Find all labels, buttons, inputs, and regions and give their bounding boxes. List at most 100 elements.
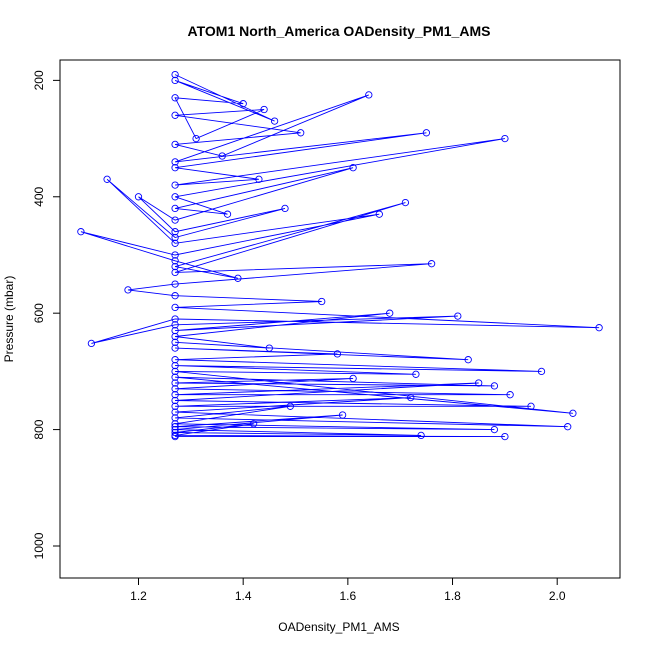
data-point xyxy=(501,134,509,143)
data-point xyxy=(171,70,179,79)
data-point xyxy=(475,379,483,387)
data-point xyxy=(171,303,179,312)
data-point xyxy=(537,367,546,376)
data-point xyxy=(386,309,394,317)
data-point xyxy=(171,216,179,224)
data-point xyxy=(171,111,179,119)
data-point xyxy=(454,312,462,320)
data-point xyxy=(365,91,373,99)
chart-title: ATOM1 North_America OADensity_PM1_AMS xyxy=(188,23,491,39)
data-point xyxy=(427,260,436,268)
y-axis: 200 400 600 800 1000 xyxy=(32,70,60,559)
data-point xyxy=(171,420,179,428)
data-point xyxy=(349,164,357,172)
data-point xyxy=(255,175,263,183)
y-tick-label: 400 xyxy=(32,186,46,206)
data-point xyxy=(171,332,179,341)
y-tick-label: 600 xyxy=(32,303,46,323)
data-point xyxy=(270,117,279,125)
data-point xyxy=(349,374,357,383)
data-point xyxy=(171,262,179,271)
data-point xyxy=(171,414,179,422)
data-point xyxy=(171,432,179,441)
data-point xyxy=(171,385,179,393)
data-point xyxy=(407,393,415,402)
data-point xyxy=(171,193,179,201)
data-point xyxy=(333,350,342,358)
x-tick-label: 1.2 xyxy=(130,589,147,603)
data-point xyxy=(171,292,179,300)
data-point xyxy=(569,409,577,417)
data-point xyxy=(171,140,179,149)
data-point xyxy=(171,344,179,352)
data-point xyxy=(218,152,226,160)
data-point xyxy=(490,382,499,390)
data-point xyxy=(124,286,132,294)
data-point xyxy=(464,356,472,364)
data-point xyxy=(171,280,179,288)
x-tick-label: 1.4 xyxy=(235,589,252,603)
data-point xyxy=(192,134,200,143)
data-point xyxy=(501,432,509,441)
series-line xyxy=(80,74,600,438)
x-axis: 1.2 1.4 1.6 1.8 2.0 xyxy=(130,578,566,603)
data-point xyxy=(171,321,179,329)
data-point xyxy=(412,370,420,378)
data-point xyxy=(297,129,305,137)
data-point xyxy=(249,420,258,428)
data-point xyxy=(171,402,179,410)
data-point xyxy=(171,251,179,259)
data-point xyxy=(171,425,179,434)
data-point xyxy=(171,257,179,265)
data-point xyxy=(260,105,268,114)
plot-frame xyxy=(59,59,621,579)
data-point xyxy=(171,379,179,387)
data-point xyxy=(506,391,514,399)
data-point xyxy=(171,268,179,277)
data-point xyxy=(171,76,179,85)
data-point xyxy=(265,344,273,352)
series-lines xyxy=(80,74,600,438)
data-point xyxy=(171,396,179,405)
data-point xyxy=(171,181,179,189)
data-point xyxy=(564,423,572,431)
data-point xyxy=(527,402,535,410)
data-point xyxy=(595,324,603,332)
y-tick-label: 200 xyxy=(32,70,46,90)
data-point xyxy=(134,193,143,201)
data-point xyxy=(223,210,232,218)
data-point xyxy=(171,391,179,399)
data-point xyxy=(171,239,179,247)
data-point xyxy=(490,425,499,434)
data-point xyxy=(171,408,179,416)
data-point xyxy=(286,402,294,410)
series-points xyxy=(77,70,603,441)
data-point xyxy=(234,274,242,282)
data-point xyxy=(77,228,85,236)
y-tick-label: 800 xyxy=(32,419,46,439)
data-point xyxy=(171,373,179,381)
y-tick-label: 1000 xyxy=(32,532,46,559)
data-point xyxy=(375,210,383,218)
data-point xyxy=(239,100,247,108)
data-point xyxy=(171,356,179,364)
data-point xyxy=(171,423,179,431)
data-point xyxy=(401,198,410,207)
data-point xyxy=(171,326,179,335)
data-point xyxy=(171,361,179,370)
data-point xyxy=(103,175,111,183)
x-axis-label: OADensity_PM1_AMS xyxy=(278,620,399,634)
data-point xyxy=(171,338,179,346)
data-point xyxy=(171,164,179,172)
data-point xyxy=(171,204,179,213)
data-point xyxy=(338,411,347,419)
x-tick-label: 2.0 xyxy=(549,589,566,603)
x-tick-label: 1.6 xyxy=(340,589,357,603)
data-point xyxy=(318,297,326,306)
data-point xyxy=(171,233,179,242)
data-point xyxy=(422,129,431,137)
data-point xyxy=(171,158,179,166)
x-tick-label: 1.8 xyxy=(444,589,461,603)
data-point xyxy=(171,94,179,102)
